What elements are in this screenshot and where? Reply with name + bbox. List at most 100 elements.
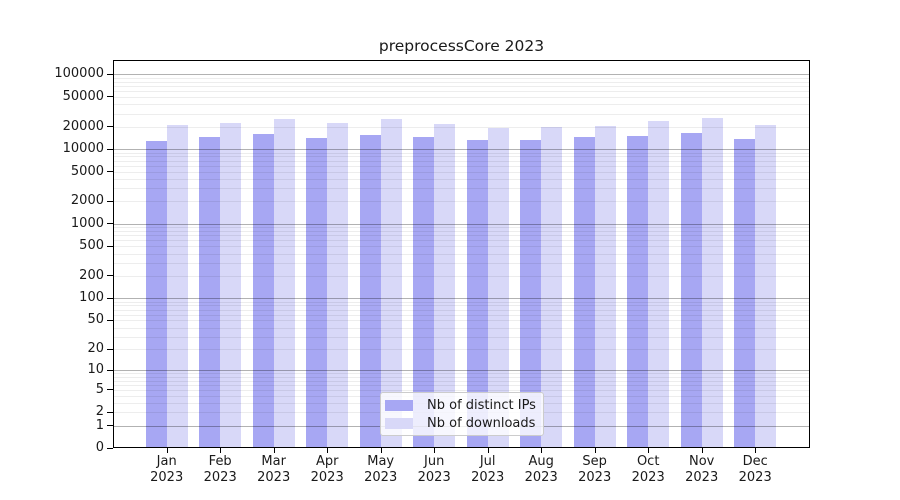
- legend-label-distinct-ips: Nb of distinct IPs: [427, 397, 536, 413]
- y-tick-label: 50000: [62, 88, 104, 104]
- x-tick-label: Aug 2023: [524, 454, 558, 485]
- gridline-minor: [114, 309, 809, 311]
- chart-title: preprocessCore 2023: [378, 37, 545, 55]
- gridline-minor: [114, 126, 809, 128]
- bar-distinct-ips-8: [573, 137, 595, 447]
- y-tick-label: 1: [95, 417, 104, 433]
- gridline-minor: [114, 188, 809, 190]
- bar-downloads-0: [166, 124, 188, 447]
- gridline-major: [114, 298, 809, 300]
- y-axis-tick: [107, 245, 113, 247]
- x-tick-label: Jan 2023: [150, 454, 184, 485]
- gridline-minor: [114, 171, 809, 173]
- bar-downloads-11: [755, 125, 777, 447]
- gridline-minor: [114, 91, 809, 93]
- x-axis-tick: [755, 448, 757, 453]
- y-axis-tick: [107, 389, 113, 391]
- bar-downloads-7: [541, 126, 563, 447]
- bar-downloads-8: [594, 125, 616, 447]
- x-axis-tick: [166, 448, 168, 453]
- gridline-minor: [114, 384, 809, 386]
- x-tick-label: Oct 2023: [631, 454, 665, 485]
- bar-distinct-ips-6: [466, 140, 488, 447]
- legend-swatch-distinct-ips: [385, 399, 413, 411]
- gridline-minor: [114, 152, 809, 154]
- x-axis-tick: [380, 448, 382, 453]
- gridline-minor: [114, 389, 809, 391]
- y-tick-label: 200: [79, 267, 104, 283]
- bar-distinct-ips-9: [627, 136, 649, 447]
- legend-label-downloads: Nb of downloads: [427, 415, 536, 431]
- gridline-minor: [114, 262, 809, 264]
- x-tick-label: Nov 2023: [685, 454, 719, 485]
- x-axis-tick: [487, 448, 489, 453]
- bar-distinct-ips-1: [199, 137, 221, 447]
- bar-downloads-9: [648, 121, 670, 447]
- x-axis-tick: [648, 448, 650, 453]
- x-tick-label: May 2023: [364, 454, 398, 485]
- y-tick-label: 20: [87, 341, 104, 357]
- gridline-minor: [114, 327, 809, 329]
- bar-distinct-ips-2: [252, 134, 274, 447]
- gridline-minor: [114, 227, 809, 229]
- gridline-minor: [114, 156, 809, 158]
- y-axis-tick: [107, 297, 113, 299]
- x-tick-label: Jun 2023: [417, 454, 451, 485]
- y-axis-tick: [107, 447, 113, 449]
- gridline-minor: [114, 235, 809, 237]
- y-axis-tick: [107, 96, 113, 98]
- plot-area: [113, 60, 810, 448]
- gridline-minor: [114, 349, 809, 351]
- y-axis-tick: [107, 200, 113, 202]
- gridline-minor: [114, 178, 809, 180]
- bar-distinct-ips-7: [520, 140, 542, 447]
- x-tick-label: Mar 2023: [257, 454, 291, 485]
- bar-downloads-3: [327, 123, 349, 447]
- y-tick-label: 2000: [70, 193, 104, 209]
- y-axis-tick: [107, 425, 113, 426]
- bar-distinct-ips-11: [734, 138, 756, 447]
- x-tick-label: Feb 2023: [203, 454, 237, 485]
- gridline-minor: [114, 380, 809, 382]
- gridline-minor: [114, 160, 809, 162]
- bar-downloads-4: [380, 119, 402, 447]
- gridline-major: [114, 223, 809, 225]
- legend-swatch-downloads: [385, 417, 413, 429]
- gridline-major: [114, 370, 809, 372]
- gridline-minor: [114, 96, 809, 98]
- y-axis-tick: [107, 223, 113, 225]
- y-tick-label: 500: [79, 238, 104, 254]
- bar-distinct-ips-5: [413, 136, 435, 447]
- bar-downloads-1: [220, 123, 242, 447]
- bar-distinct-ips-3: [306, 137, 328, 447]
- y-axis-tick: [107, 171, 113, 173]
- x-axis-tick: [220, 448, 222, 453]
- gridline-minor: [114, 314, 809, 316]
- gridline-minor: [114, 373, 809, 375]
- x-axis-tick: [541, 448, 543, 453]
- x-tick-label: Dec 2023: [738, 454, 772, 485]
- bar-downloads-10: [701, 118, 723, 447]
- gridline-major: [114, 149, 809, 151]
- gridline-minor: [114, 376, 809, 378]
- x-tick-label: Sep 2023: [578, 454, 612, 485]
- x-tick-label: Apr 2023: [310, 454, 344, 485]
- y-tick-label: 5000: [70, 163, 104, 179]
- y-tick-label: 10000: [62, 141, 104, 157]
- legend-item-downloads: Nb of downloads: [385, 414, 537, 432]
- gridline-minor: [114, 201, 809, 203]
- gridline-minor: [114, 305, 809, 307]
- y-axis-tick: [107, 369, 113, 371]
- gridline-minor: [114, 77, 809, 79]
- y-axis-tick: [107, 275, 113, 277]
- gridline-minor: [114, 104, 809, 106]
- y-tick-label: 100000: [54, 66, 104, 82]
- y-axis-tick: [107, 348, 113, 350]
- bar-distinct-ips-4: [359, 134, 381, 447]
- gridline-minor: [114, 231, 809, 233]
- y-tick-label: 5: [95, 381, 104, 397]
- y-axis-tick: [107, 319, 113, 321]
- gridline-minor: [114, 320, 809, 322]
- y-tick-label: 10: [87, 362, 104, 378]
